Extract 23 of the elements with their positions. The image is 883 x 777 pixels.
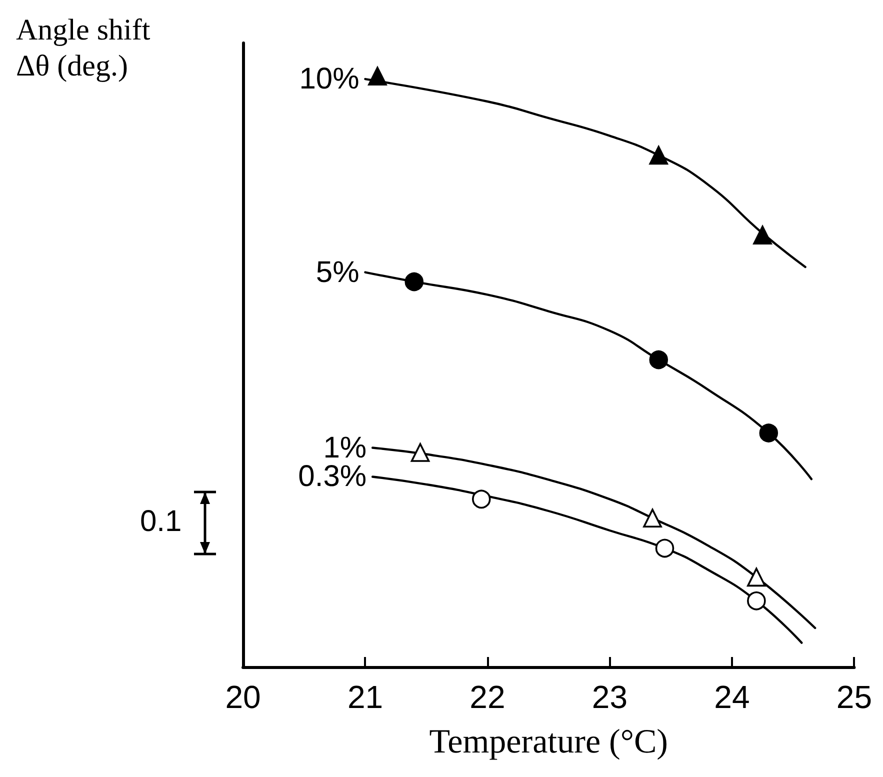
series-label: 10% — [299, 62, 360, 96]
point — [747, 591, 766, 610]
point — [404, 272, 424, 292]
point — [655, 538, 674, 558]
x-axis-title: Temperature (°C) — [429, 724, 668, 760]
x-tick-label: 24 — [714, 679, 750, 715]
x-tick-label: 21 — [347, 679, 384, 715]
point — [643, 508, 662, 528]
point — [649, 146, 668, 165]
point — [472, 490, 491, 509]
y-axis-title: Angle shift Δθ (deg.) — [16, 14, 151, 82]
point — [368, 66, 387, 86]
x-tick-label: 20 — [225, 679, 261, 715]
x-tick-label: 25 — [836, 679, 872, 715]
point — [759, 424, 778, 442]
point — [410, 443, 430, 462]
x-tick-label: 22 — [470, 679, 506, 715]
text: 0.1 — [140, 505, 182, 539]
x-tick-label: 23 — [592, 679, 628, 715]
point — [753, 226, 772, 244]
point — [747, 568, 766, 587]
point — [649, 350, 668, 370]
series-label: 5% — [316, 256, 360, 289]
